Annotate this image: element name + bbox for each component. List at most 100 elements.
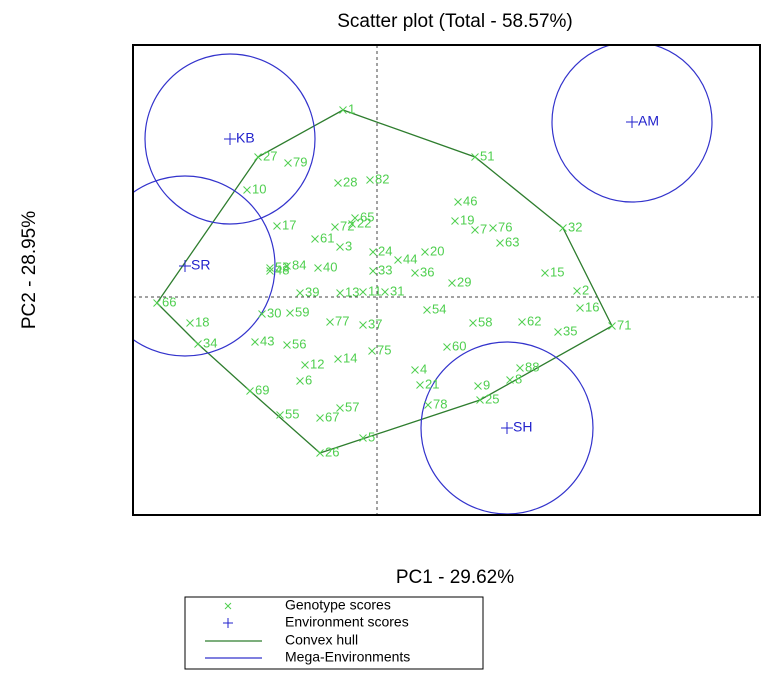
marker-stroke — [369, 248, 377, 256]
genotype-point — [359, 321, 367, 329]
genotype-point — [311, 235, 319, 243]
environment-point — [501, 422, 513, 434]
genotype-label: 7 — [480, 221, 487, 236]
genotype-label: 15 — [550, 264, 564, 279]
genotype-point — [316, 449, 324, 457]
genotype-label: 2 — [582, 282, 589, 297]
genotype-label: 4 — [420, 361, 427, 376]
legend-label: Genotype scores — [285, 597, 391, 613]
genotype-label: 56 — [292, 336, 306, 351]
genotype-point — [334, 179, 342, 187]
marker-stroke — [573, 287, 581, 295]
marker-stroke — [608, 322, 616, 330]
marker-stroke — [334, 355, 342, 363]
genotype-label: 13 — [345, 284, 359, 299]
environment-point — [224, 133, 236, 145]
genotype-label: 77 — [335, 313, 349, 328]
marker-stroke — [273, 222, 281, 230]
marker-stroke — [283, 341, 291, 349]
genotype-label: 62 — [527, 313, 541, 328]
genotype-point — [336, 404, 344, 412]
genotype-label: 8 — [515, 371, 522, 386]
genotype-point — [411, 366, 419, 374]
genotype-point — [316, 414, 324, 422]
legend-label: Environment scores — [285, 614, 409, 630]
genotype-label: 48 — [275, 262, 289, 277]
genotype-label: 33 — [378, 262, 392, 277]
marker-stroke — [421, 248, 429, 256]
marker-stroke — [443, 343, 451, 351]
genotype-point — [334, 355, 342, 363]
genotype-label: 43 — [260, 333, 274, 348]
genotype-point — [336, 243, 344, 251]
marker-stroke — [554, 328, 562, 336]
mega-environment-circle — [144, 53, 316, 225]
marker-stroke — [423, 306, 431, 314]
mega-environment-circle — [133, 175, 276, 357]
genotype-label: 39 — [305, 284, 319, 299]
marker-stroke — [339, 106, 347, 114]
genotype-point — [416, 381, 424, 389]
genotype-point — [254, 153, 262, 161]
genotype-point — [424, 401, 432, 409]
genotype-label: 25 — [485, 391, 499, 406]
mega-environment-circle — [551, 45, 713, 203]
marker-stroke — [451, 217, 459, 225]
marker-stroke — [516, 364, 524, 372]
genotype-point — [394, 256, 402, 264]
environment-label: SR — [191, 257, 210, 273]
genotype-label: 54 — [432, 301, 446, 316]
genotype-point — [608, 322, 616, 330]
genotype-label: 55 — [285, 406, 299, 421]
genotype-label: 26 — [325, 444, 339, 459]
genotype-label: 34 — [203, 335, 217, 350]
genotype-point — [471, 153, 479, 161]
genotype-point — [423, 306, 431, 314]
genotype-point — [273, 222, 281, 230]
genotype-label: 61 — [320, 230, 334, 245]
genotype-label: 88 — [525, 359, 539, 374]
genotype-point — [369, 248, 377, 256]
genotype-point — [243, 186, 251, 194]
genotype-label: 32 — [568, 219, 582, 234]
marker-stroke — [316, 449, 324, 457]
genotype-point — [359, 434, 367, 442]
genotype-point — [153, 299, 161, 307]
genotype-label: 21 — [425, 376, 439, 391]
genotype-label: 78 — [433, 396, 447, 411]
marker-stroke — [348, 220, 356, 228]
marker-stroke — [284, 159, 292, 167]
genotype-label: 40 — [323, 259, 337, 274]
genotype-point — [366, 176, 374, 184]
genotype-point — [448, 279, 456, 287]
marker-stroke — [276, 411, 284, 419]
genotype-label: 19 — [460, 212, 474, 227]
genotype-point — [283, 341, 291, 349]
marker-stroke — [351, 214, 359, 222]
marker-stroke — [474, 382, 482, 390]
marker-stroke — [243, 186, 251, 194]
marker-stroke — [224, 602, 232, 610]
marker-stroke — [311, 235, 319, 243]
marker-stroke — [301, 361, 309, 369]
genotype-label: 14 — [343, 350, 357, 365]
genotype-label: 53 — [275, 259, 289, 274]
genotype-label: 11 — [368, 283, 382, 298]
genotype-label: 76 — [498, 219, 512, 234]
genotype-label: 20 — [430, 243, 444, 258]
marker-stroke — [496, 239, 504, 247]
genotype-label: 24 — [378, 243, 392, 258]
genotype-label: 57 — [345, 399, 359, 414]
genotype-label: 36 — [420, 264, 434, 279]
chart-title: Scatter plot (Total - 58.57%) — [337, 11, 573, 32]
genotype-point — [469, 319, 477, 327]
marker-stroke — [424, 401, 432, 409]
genotype-label: 3 — [345, 238, 352, 253]
genotype-point — [326, 318, 334, 326]
genotype-label: 1 — [348, 101, 355, 116]
marker-stroke — [266, 267, 274, 275]
marker-stroke — [286, 309, 294, 317]
genotype-point — [336, 289, 344, 297]
marker-stroke — [296, 289, 304, 297]
genotype-point — [443, 343, 451, 351]
